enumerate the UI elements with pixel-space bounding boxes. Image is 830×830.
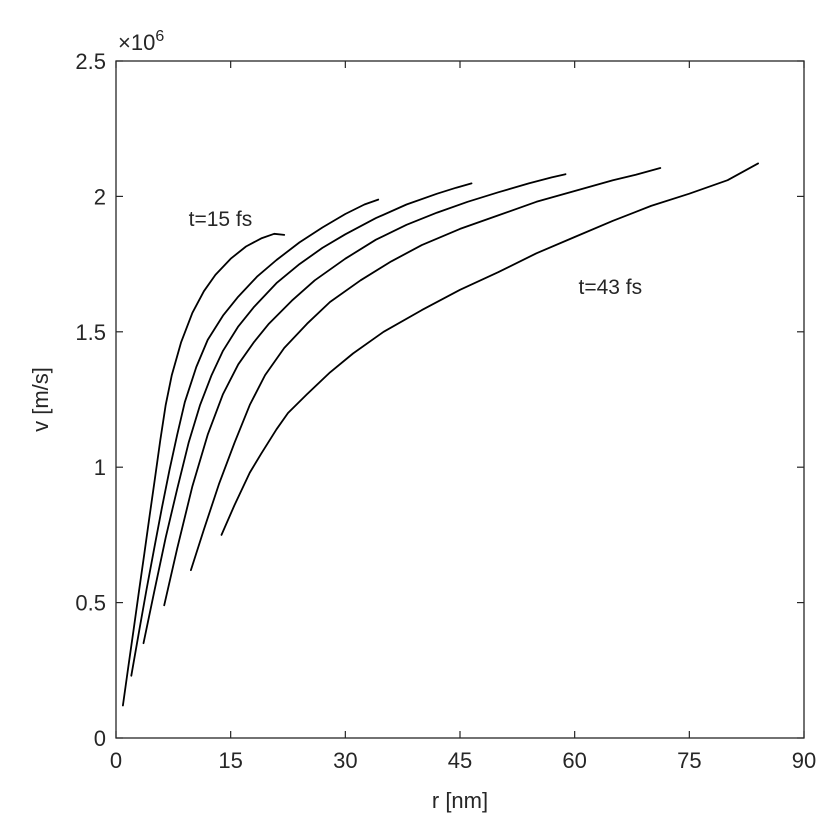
series-layer	[122, 162, 759, 707]
series-line-6	[220, 162, 759, 536]
series-line-2	[130, 198, 380, 677]
x-axis-label: r [nm]	[432, 788, 488, 813]
x-tick-label: 0	[110, 748, 122, 773]
series-line-1	[122, 232, 286, 707]
y-axis-multiplier: ×106	[118, 28, 164, 55]
y-tick-label: 2.5	[75, 49, 106, 74]
x-tick-label: 45	[448, 748, 472, 773]
series-line-4	[163, 173, 567, 607]
y-axis-label: v [m/s]	[28, 367, 53, 432]
x-tick-label: 30	[333, 748, 357, 773]
y-tick-label: 0	[94, 726, 106, 751]
annotation-layer: t=15 fs t=43 fs	[189, 208, 643, 299]
x-tick-label: 60	[562, 748, 586, 773]
y-axis-multiplier-exponent: 6	[155, 28, 164, 45]
series-line-5	[190, 167, 662, 571]
x-tick-label: 15	[218, 748, 242, 773]
y-tick-label: 1	[94, 455, 106, 480]
ticks-layer: 0 15 30 45 60 75 90 0 0.5 1 1.5 2 2.5	[75, 49, 816, 773]
annotation-label-2: t=43 fs	[578, 276, 642, 299]
y-tick-label: 2	[94, 184, 106, 209]
series-line-3	[142, 182, 473, 645]
y-tick-label: 0.5	[75, 591, 106, 616]
x-tick-label: 75	[677, 748, 701, 773]
annotation-label-1: t=15 fs	[189, 208, 253, 231]
y-tick-label: 1.5	[75, 320, 106, 345]
x-tick-label: 90	[792, 748, 816, 773]
y-axis-multiplier-base: ×10	[118, 30, 155, 55]
plot-frame	[115, 60, 805, 739]
